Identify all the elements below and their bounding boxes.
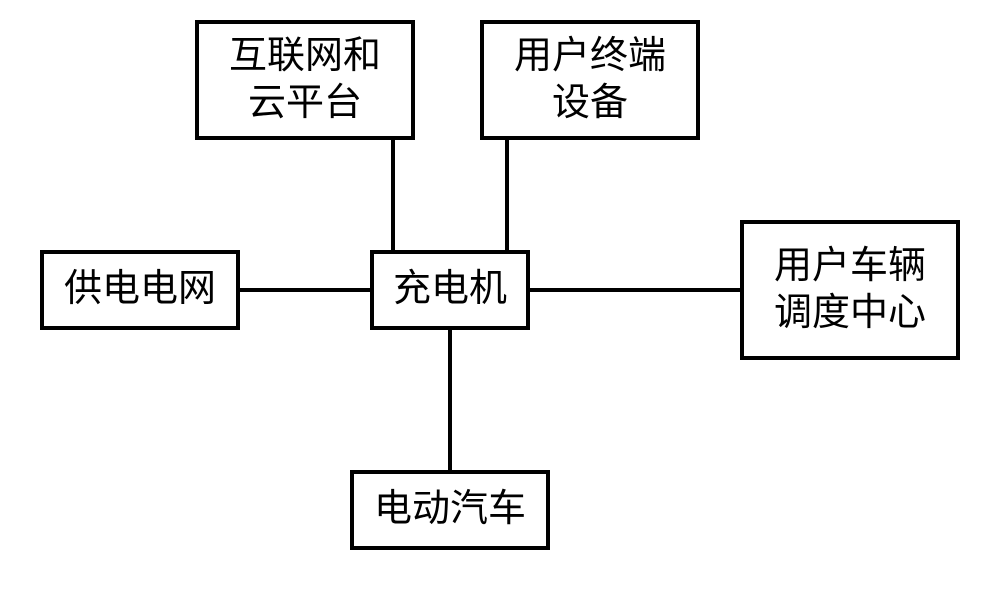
- diagram-canvas: 互联网和 云平台 用户终端 设备 供电电网 充电机 用户车辆 调度中心 电动汽车: [0, 0, 1000, 608]
- edge-bottom-center: [448, 330, 452, 470]
- node-user-terminal: 用户终端 设备: [480, 20, 700, 140]
- edge-topleft-center: [391, 140, 395, 250]
- node-label: 用户车辆 调度中心: [774, 243, 926, 338]
- edge-topright-center: [505, 140, 509, 250]
- node-ev: 电动汽车: [350, 470, 550, 550]
- node-dispatch-center: 用户车辆 调度中心: [740, 220, 960, 360]
- node-internet-cloud: 互联网和 云平台: [195, 20, 415, 140]
- node-label: 供电电网: [64, 266, 216, 314]
- node-label: 互联网和 云平台: [229, 33, 381, 128]
- node-label: 充电机: [393, 266, 507, 314]
- node-label: 电动汽车: [374, 486, 526, 534]
- node-label: 用户终端 设备: [514, 33, 666, 128]
- node-power-grid: 供电电网: [40, 250, 240, 330]
- edge-right-center: [530, 288, 740, 292]
- edge-left-center: [240, 288, 370, 292]
- node-charger: 充电机: [370, 250, 530, 330]
